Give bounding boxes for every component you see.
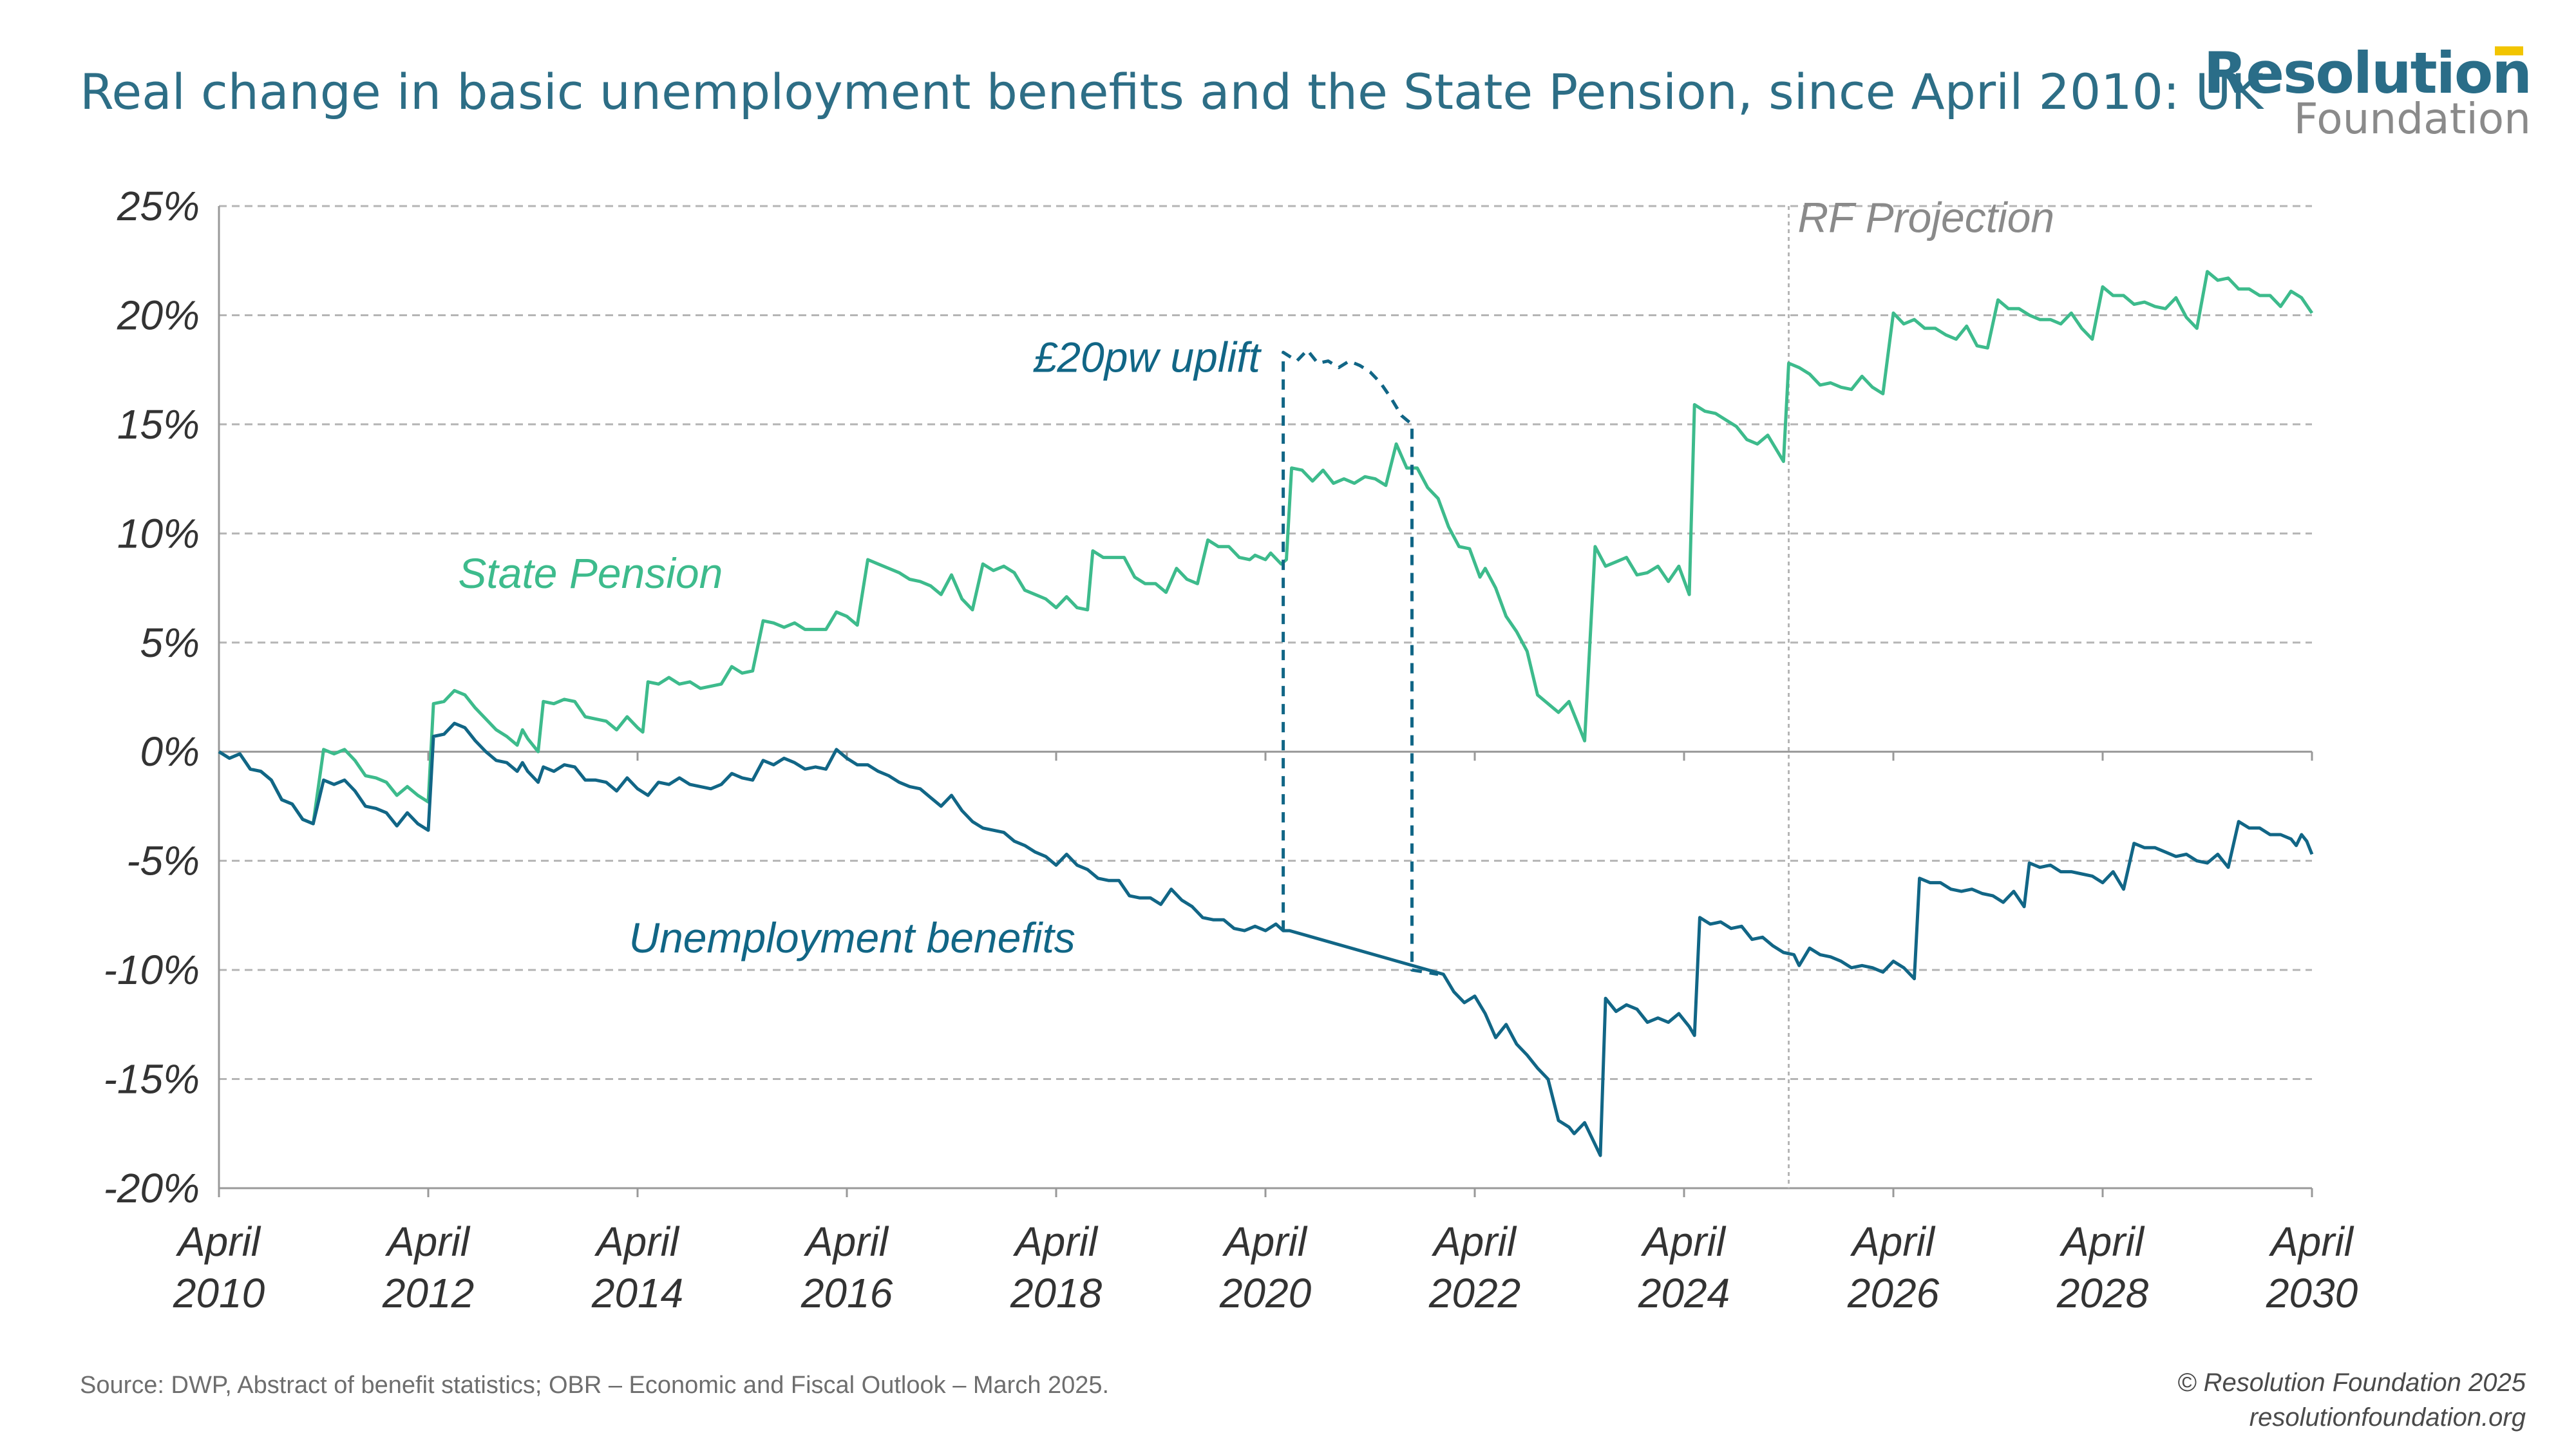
x-tick-label-month: April <box>175 1218 261 1265</box>
x-tick-label-year: 2012 <box>382 1270 474 1316</box>
x-tick-label-year: 2024 <box>1638 1270 1730 1316</box>
series-line-uplift <box>1282 348 1439 976</box>
y-tick-label: -15% <box>104 1056 200 1103</box>
chart-title: Real change in basic unemployment benefi… <box>80 63 2264 120</box>
x-tick-label-year: 2028 <box>2056 1270 2149 1316</box>
x-tick-label-year: 2018 <box>1010 1270 1103 1316</box>
logo-text-foundation: Foundation <box>2293 94 2531 144</box>
copyright-block: © Resolution Foundation 2025 resolutionf… <box>2177 1365 2526 1435</box>
x-tick-label-month: April <box>1850 1218 1936 1265</box>
annotation-rf-projection: RF Projection <box>1798 194 2055 242</box>
resolution-foundation-logo: Resolution Foundation <box>2196 40 2532 149</box>
x-tick-label-month: April <box>1222 1218 1308 1265</box>
source-note: Source: DWP, Abstract of benefit statist… <box>80 1372 1110 1399</box>
y-tick-label: 20% <box>117 292 200 338</box>
x-tick-label-year: 2016 <box>800 1270 893 1316</box>
x-tick-label-year: 2014 <box>591 1270 683 1316</box>
x-tick-label-month: April <box>2268 1218 2354 1265</box>
x-tick-label-year: 2026 <box>1847 1270 1940 1316</box>
logo-text-resolution: Resolution <box>2203 40 2532 106</box>
y-tick-label: 5% <box>140 620 200 666</box>
x-tick-label-year: 2020 <box>1219 1270 1312 1316</box>
x-tick-label-year: 2022 <box>1428 1270 1520 1316</box>
y-tick-label: 25% <box>117 183 200 229</box>
series-line-state-pension <box>218 270 2314 826</box>
label-state-pension: State Pension <box>458 549 723 597</box>
x-tick-label-year: 2030 <box>2266 1270 2358 1316</box>
series-line-unemployment-benefits <box>218 721 2314 1157</box>
annotation-uplift: £20pw uplift <box>1033 334 1262 381</box>
y-tick-label: 0% <box>140 728 200 775</box>
logo-accent-mark <box>2495 46 2523 55</box>
label-unemployment-benefits: Unemployment benefits <box>629 914 1075 961</box>
x-tick-label-month: April <box>1640 1218 1727 1265</box>
y-tick-label: -20% <box>104 1165 200 1211</box>
x-tick-label-year: 2010 <box>173 1270 265 1316</box>
y-tick-label: -10% <box>104 947 200 993</box>
website-link[interactable]: resolutionfoundation.org <box>2249 1403 2526 1432</box>
x-tick-label-month: April <box>1431 1218 1517 1265</box>
x-tick-label-month: April <box>384 1218 471 1265</box>
y-tick-label: 10% <box>117 510 200 556</box>
copyright-text: © Resolution Foundation 2025 <box>2177 1368 2526 1397</box>
x-tick-label-month: April <box>2059 1218 2145 1265</box>
x-tick-label-month: April <box>1012 1218 1099 1265</box>
y-tick-label: 15% <box>117 401 200 448</box>
y-tick-label: -5% <box>126 838 200 884</box>
x-tick-label-month: April <box>594 1218 680 1265</box>
x-tick-label-month: April <box>803 1218 889 1265</box>
